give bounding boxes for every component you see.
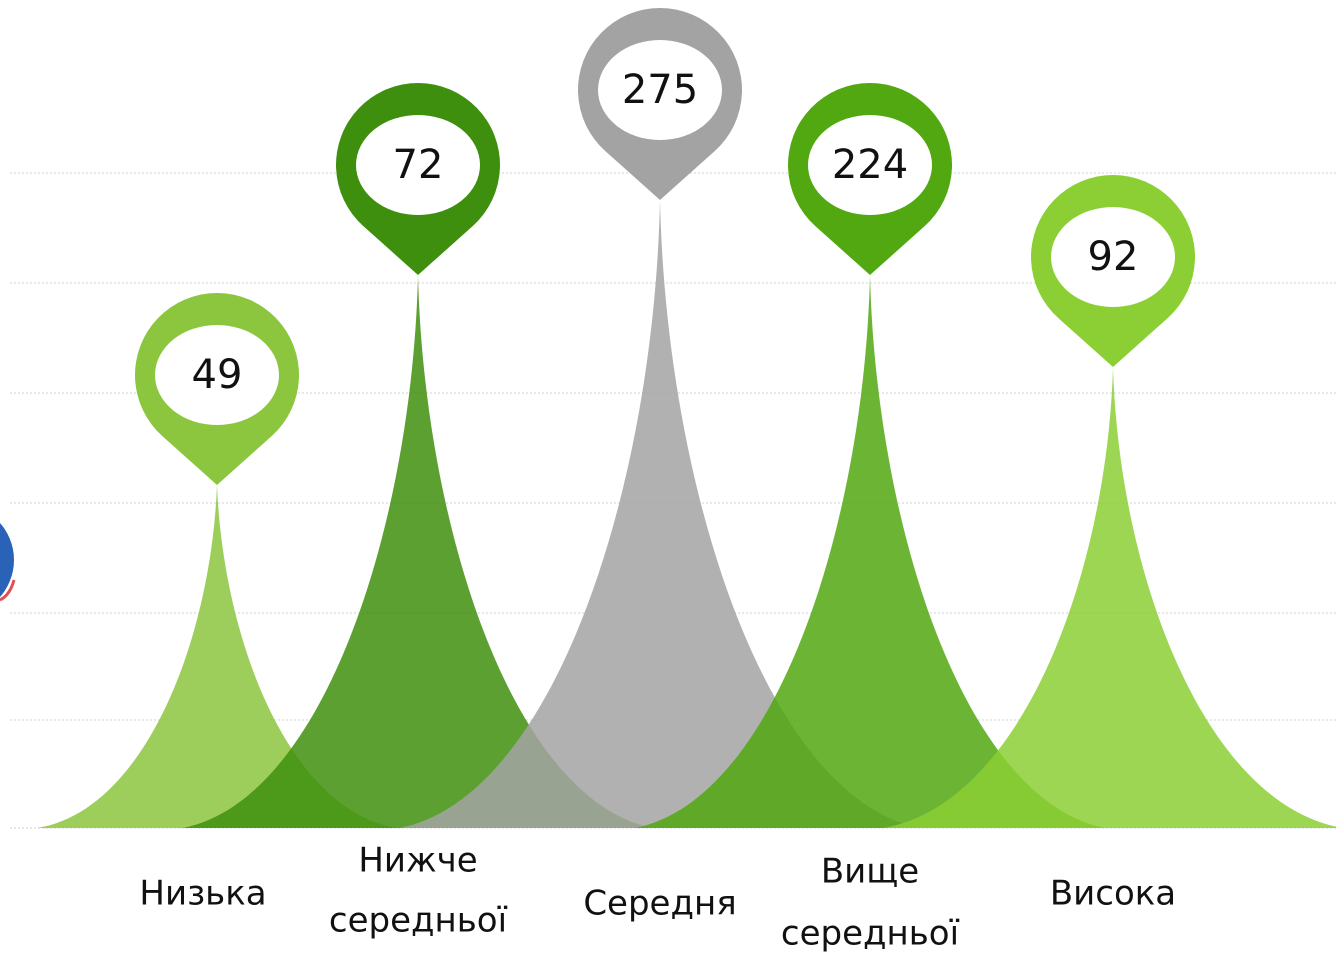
category-label: Низька (139, 874, 266, 914)
pin-hole (356, 115, 480, 215)
spikes (37, 200, 1336, 828)
category-label: Нижче (358, 841, 477, 881)
spike (183, 275, 653, 828)
spike (400, 200, 920, 828)
pin-hole (1051, 207, 1175, 307)
spike (635, 275, 1105, 828)
category-label: Середня (583, 884, 736, 924)
pin-value: 224 (832, 142, 908, 188)
decor-arc (0, 579, 16, 602)
pin-hole (155, 325, 279, 425)
spike (37, 485, 397, 828)
decor-circle (0, 522, 14, 598)
category-label: Вище (821, 852, 919, 892)
pin-value: 92 (1088, 234, 1139, 280)
labels: Низька Нижче середньої Середня Вище середньої… (139, 841, 1176, 953)
category-label: середньої (329, 901, 508, 941)
category-label: Висока (1050, 874, 1176, 914)
pin-value: 72 (393, 142, 444, 188)
pins: 49 72 275 224 92 (135, 8, 1195, 485)
spike (883, 367, 1336, 828)
pin-value: 275 (622, 67, 698, 113)
category-label: середньої (781, 914, 960, 953)
pin-hole (598, 40, 722, 140)
pin-hole (808, 115, 932, 215)
pin-value: 49 (192, 352, 243, 398)
